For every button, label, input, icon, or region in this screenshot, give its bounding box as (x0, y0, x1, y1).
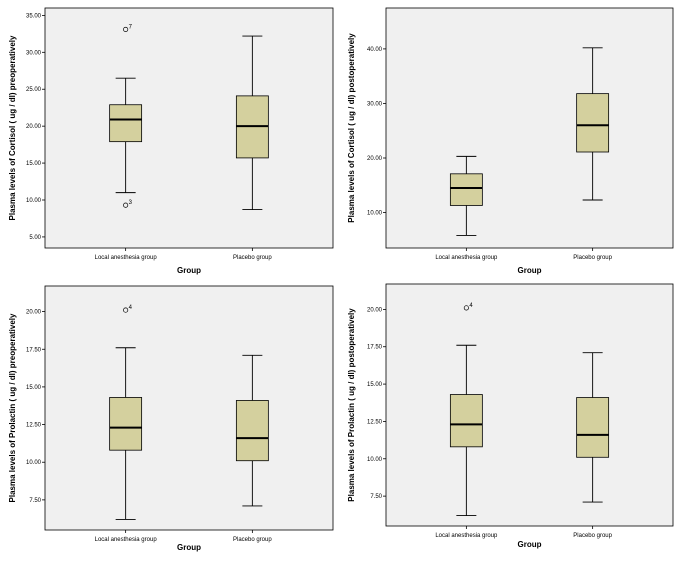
outlier-label: 4 (469, 303, 473, 309)
outlier-label: 4 (129, 305, 133, 311)
iqr-box (449, 173, 483, 206)
y-tick-label: 30.00 (367, 101, 383, 107)
y-tick-label: 20.00 (367, 307, 383, 313)
box-placebo (576, 47, 610, 201)
outlier-point (123, 307, 129, 313)
y-tick-label: 17.50 (26, 347, 42, 353)
y-tick-label: 40.00 (367, 47, 383, 53)
y-tick-label: 10.00 (26, 198, 42, 204)
plot-area (44, 7, 334, 249)
prolactin-preop-boxplot: 7.50 10.00 12.50 15.00 17.50 20.00 4 Local anes… (8, 285, 334, 552)
iqr-box (576, 397, 610, 458)
y-tick-label: 10.00 (367, 211, 383, 217)
outlier-point (123, 26, 129, 32)
y-tick-label: 15.00 (367, 382, 383, 388)
y-axis-title: Plasma levels of Cortisol ( ug / dl) pre… (8, 35, 17, 220)
outlier-label: 3 (129, 200, 133, 206)
x-category-label: Local anesthesia group (95, 537, 158, 543)
y-tick-label: 5.00 (29, 235, 41, 241)
y-tick-label: 17.50 (367, 345, 383, 351)
x-category-label: Placebo group (573, 255, 612, 261)
x-axis-title: Group (518, 540, 542, 549)
y-tick-label: 20.00 (26, 310, 42, 316)
x-category-label: Placebo group (573, 533, 612, 539)
plot-area (385, 283, 674, 527)
y-tick-label: 20.00 (26, 124, 42, 130)
y-tick-label: 12.50 (26, 423, 42, 429)
y-tick-label: 12.50 (367, 419, 383, 425)
y-tick-label: 7.50 (370, 494, 382, 500)
box-local-anesthesia: 4 (109, 305, 143, 520)
cortisol-postop-boxplot: 10.00 20.00 30.00 40.00 Local anesthesia gro… (347, 7, 674, 275)
iqr-box (235, 400, 269, 462)
x-category-label: Local anesthesia group (435, 533, 498, 539)
x-axis-title: Group (518, 266, 542, 275)
iqr-box (576, 93, 610, 153)
x-axis-title: Group (177, 266, 201, 275)
outlier-point (463, 305, 469, 311)
x-category-label: Local anesthesia group (95, 255, 158, 261)
y-tick-label: 10.00 (367, 457, 383, 463)
box-local-anesthesia (449, 155, 483, 236)
y-tick-label: 30.00 (26, 50, 42, 56)
iqr-box (109, 397, 143, 451)
y-tick-label: 15.00 (26, 385, 42, 391)
x-category-label: Placebo group (233, 255, 272, 261)
plot-area (385, 7, 674, 249)
iqr-box (449, 394, 483, 448)
y-tick-label: 20.00 (367, 156, 383, 162)
y-tick-label: 15.00 (26, 161, 42, 167)
outlier-label: 7 (129, 24, 133, 30)
box-local-anesthesia: 73 (109, 24, 143, 208)
iqr-box (109, 104, 143, 143)
outlier-point (123, 202, 129, 208)
box-local-anesthesia: 4 (449, 303, 483, 516)
cortisol-preop-boxplot: 5.0010.0015.0020.0025.0030.0035.0073Loca… (8, 7, 334, 275)
box-placebo (235, 35, 269, 211)
x-category-label: Local anesthesia group (435, 255, 498, 261)
x-axis-title: Group (177, 543, 201, 552)
y-tick-label: 10.00 (26, 460, 42, 466)
box-placebo (235, 354, 269, 507)
y-tick-label: 35.00 (26, 13, 42, 19)
prolactin-postop-boxplot: 7.50 10.00 12.50 15.00 17.50 20.00 4 Local anes… (347, 283, 674, 549)
y-axis-title: Plasma levels of Prolactin ( ug / dl) po… (347, 308, 356, 502)
y-tick-label: 7.50 (29, 498, 41, 504)
y-axis-title: Plasma levels of Prolactin ( ug / dl) pr… (8, 313, 17, 503)
y-tick-label: 25.00 (26, 87, 42, 93)
x-category-label: Placebo group (233, 537, 272, 543)
box-placebo (576, 352, 610, 503)
y-axis-title: Plasma levels of Cortisol ( ug / dl) pos… (347, 33, 356, 223)
plot-area (44, 285, 334, 531)
